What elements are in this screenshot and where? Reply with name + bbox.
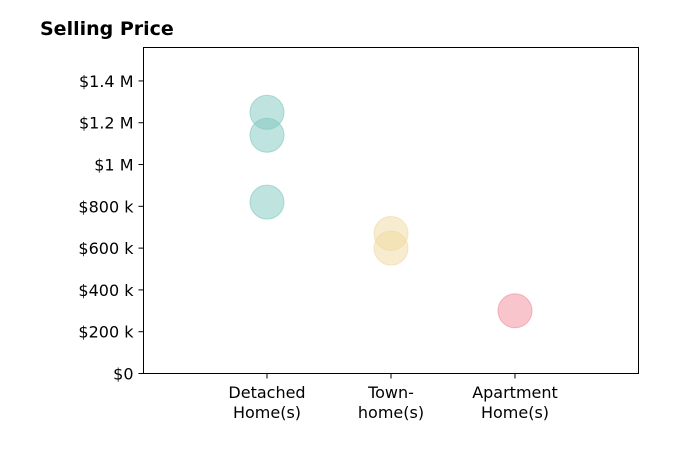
y-tick-label: $1.4 M (79, 72, 134, 91)
x-tick-label: Home(s) (481, 403, 549, 422)
y-tick-label: $200 k (78, 323, 134, 342)
y-tick-label: $1 M (94, 156, 133, 175)
y-tick-label: $1.2 M (79, 114, 134, 133)
x-tick-label: Apartment (472, 383, 558, 402)
y-axis: $0 $200 k $400 k $600 k $800 k $1 M $1.2 M $1.4… (78, 72, 144, 384)
plot-area-frame (143, 47, 639, 374)
y-tick-label: $600 k (78, 239, 134, 258)
x-tick-label: Home(s) (233, 403, 301, 422)
chart-title: Selling Price (40, 18, 174, 40)
data-points (249, 94, 533, 329)
x-tick-label: Detached (228, 383, 305, 402)
data-point (497, 293, 533, 329)
x-tick-label: Town- (367, 383, 414, 402)
x-tick-label: home(s) (358, 403, 424, 422)
x-axis: DetachedHome(s)Town-home(s)ApartmentHome… (228, 373, 558, 422)
y-tick-label: $0 (113, 365, 133, 384)
data-point (249, 184, 285, 220)
data-point (373, 230, 409, 266)
data-point (249, 117, 285, 153)
y-tick-label: $800 k (78, 197, 134, 216)
y-tick-label: $400 k (78, 281, 134, 300)
